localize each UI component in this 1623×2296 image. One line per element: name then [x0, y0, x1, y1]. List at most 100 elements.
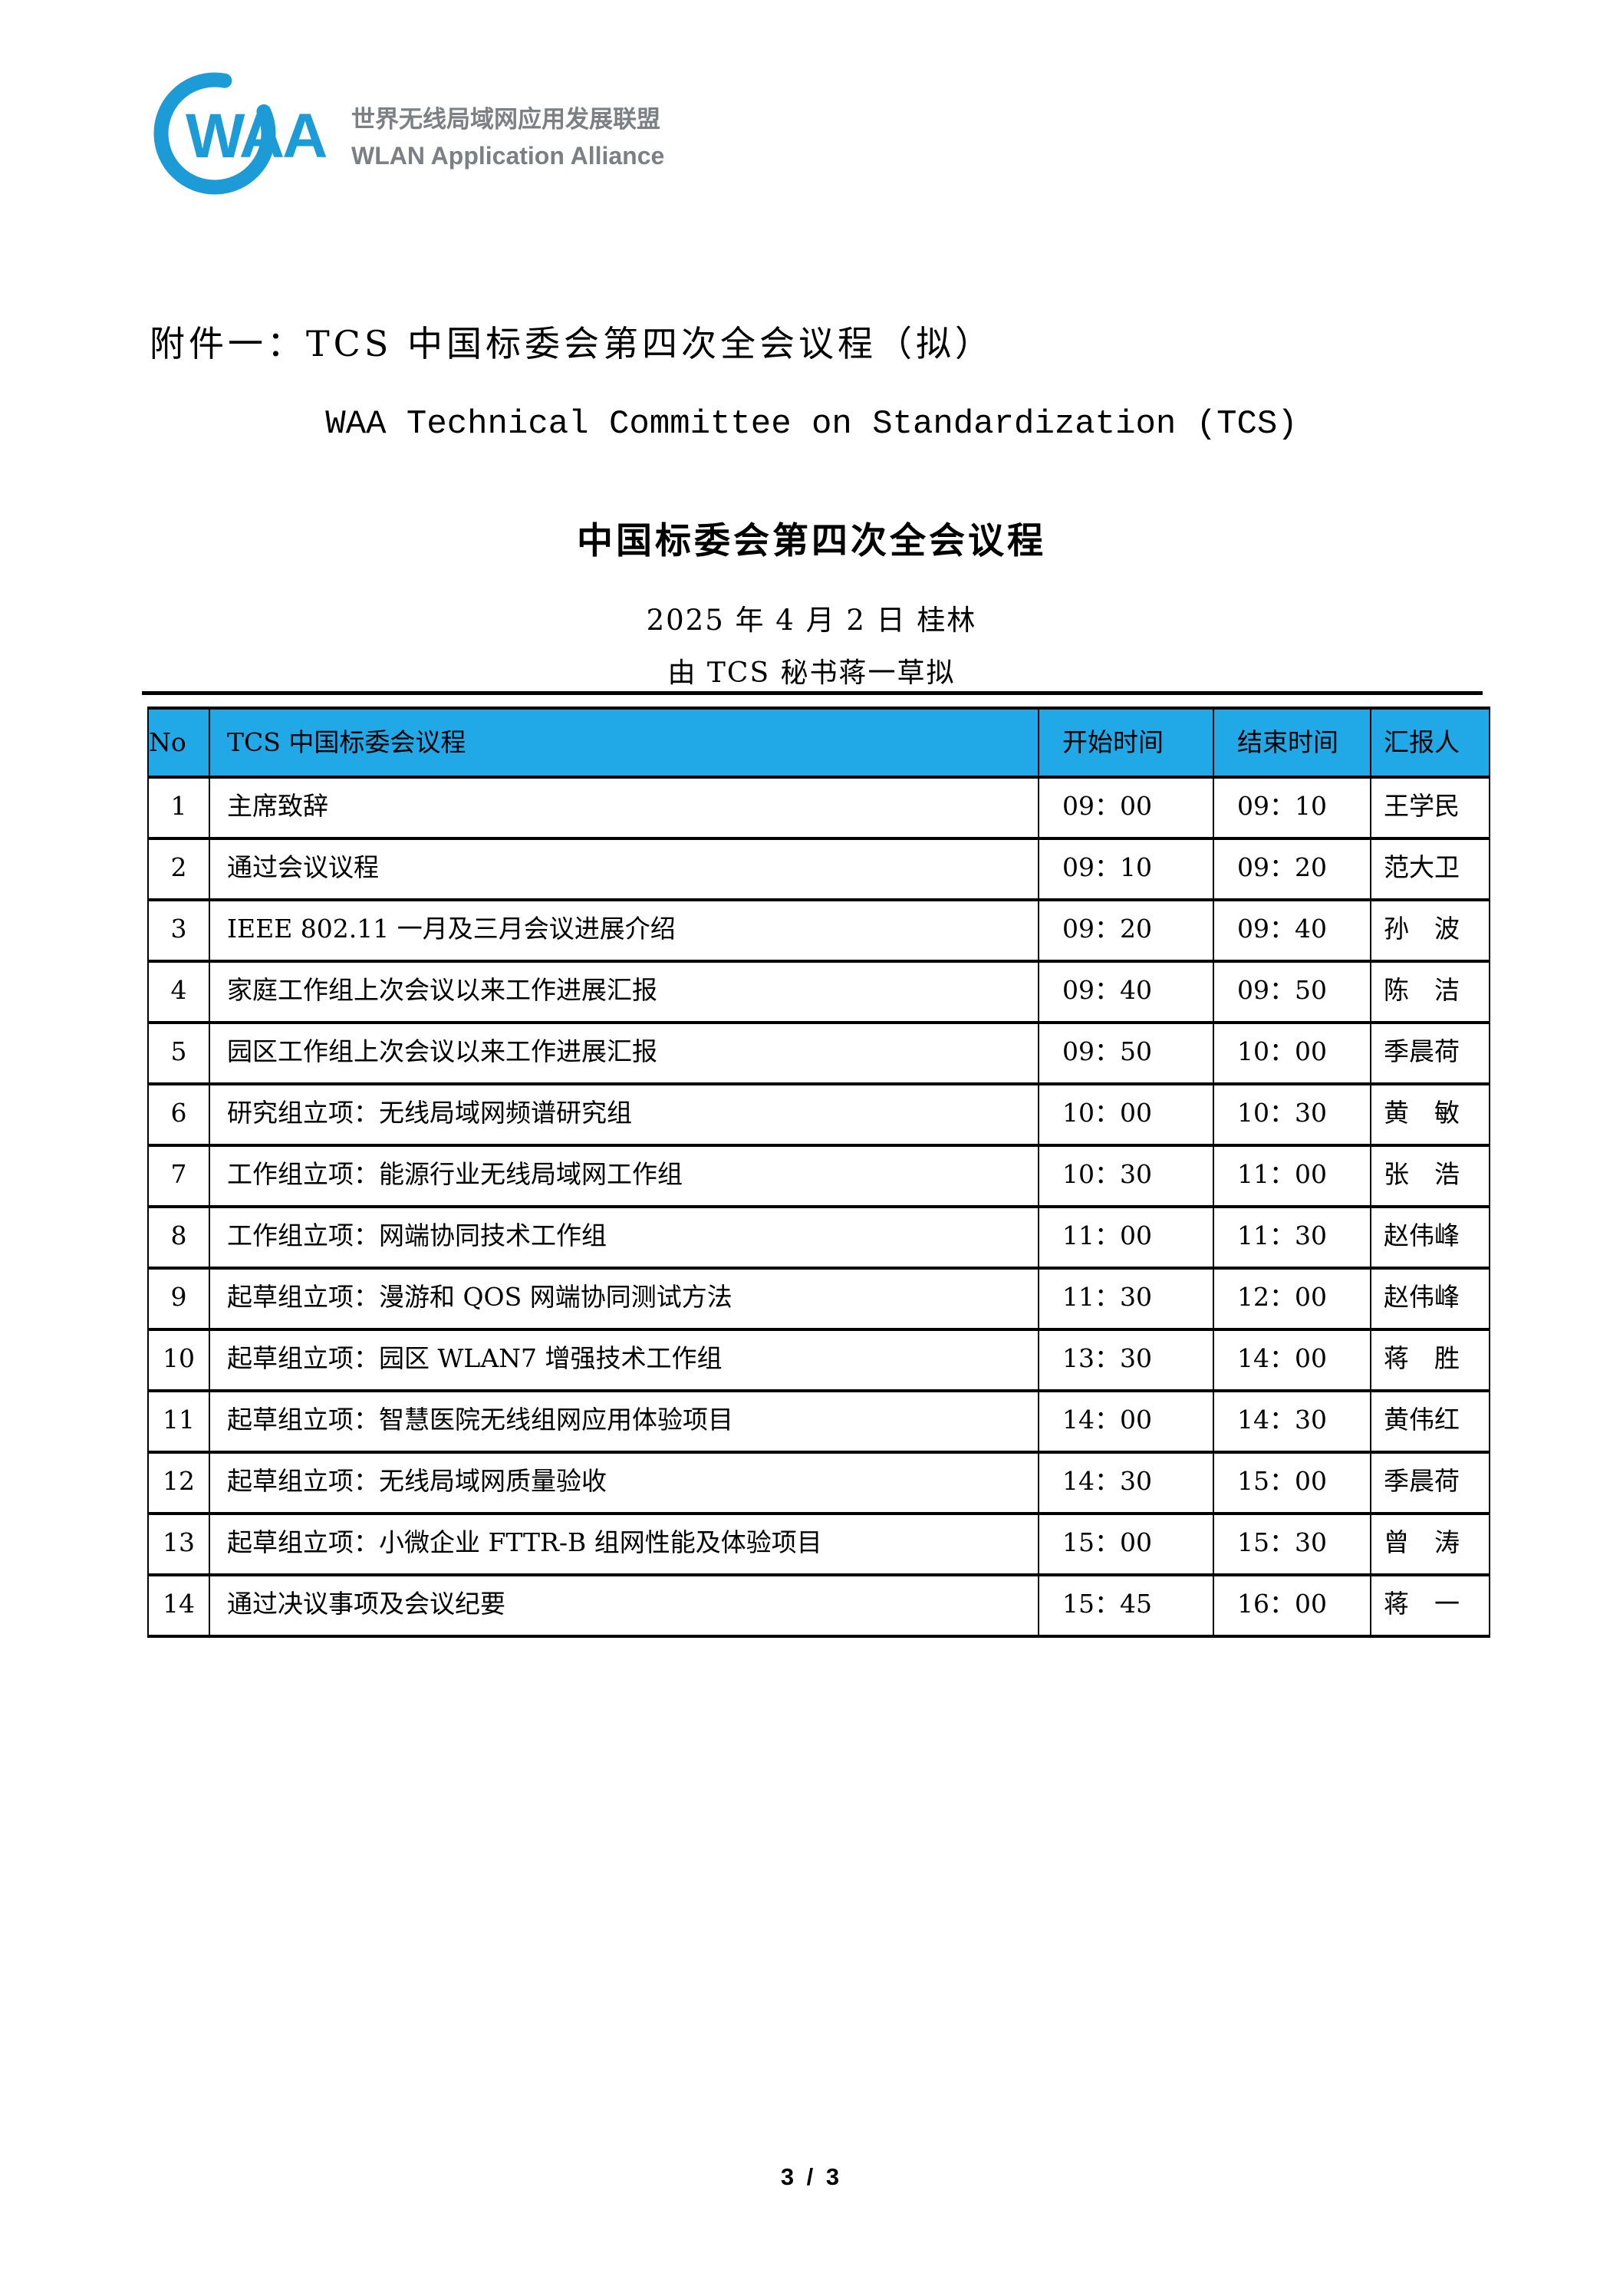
row-reporter: 蒋 胜 — [1370, 1328, 1490, 1392]
row-number: 1 — [147, 776, 210, 840]
drafted-by-line: 由 TCS 秘书蒋一草拟 — [667, 657, 956, 689]
row-agenda: 通过会议议程 — [209, 837, 1039, 901]
row-agenda: IEEE 802.11 一月及三月会议进展介绍 — [209, 898, 1039, 963]
table-row: 4 家庭工作组上次会议以来工作进展汇报 09：40 09：50 陈 洁 — [147, 960, 1490, 1024]
agenda-table: No TCS 中国标委会议程 开始时间 结束时间 汇报人 1 主席致辞 09：0… — [147, 707, 1490, 1638]
row-agenda: 起草组立项：小微企业 FTTR-B 组网性能及体验项目 — [209, 1512, 1039, 1576]
column-header-end: 结束时间 — [1213, 707, 1371, 779]
row-reporter: 赵伟峰 — [1370, 1205, 1490, 1270]
row-start-time: 11：30 — [1038, 1267, 1214, 1331]
row-number: 2 — [147, 837, 210, 901]
row-start-time: 10：30 — [1038, 1144, 1214, 1208]
table-row: 5 园区工作组上次会议以来工作进展汇报 09：50 10：00 季晨荷 — [147, 1021, 1490, 1085]
row-reporter: 季晨荷 — [1370, 1451, 1490, 1515]
row-agenda: 家庭工作组上次会议以来工作进展汇报 — [209, 960, 1039, 1024]
table-row: 9 起草组立项：漫游和 QOS 网端协同测试方法 11：30 12：00 赵伟峰 — [147, 1267, 1490, 1331]
column-header-start: 开始时间 — [1038, 707, 1214, 779]
row-number: 12 — [147, 1451, 210, 1515]
row-start-time: 14：00 — [1038, 1389, 1214, 1454]
row-reporter: 陈 洁 — [1370, 960, 1490, 1024]
row-number: 13 — [147, 1512, 210, 1576]
row-reporter: 蒋 一 — [1370, 1573, 1490, 1638]
row-agenda: 起草组立项：园区 WLAN7 增强技术工作组 — [209, 1328, 1039, 1392]
row-start-time: 14：30 — [1038, 1451, 1214, 1515]
row-reporter: 孙 波 — [1370, 898, 1490, 963]
row-end-time: 16：00 — [1213, 1573, 1371, 1638]
column-header-reporter: 汇报人 — [1370, 707, 1490, 779]
row-end-time: 11：30 — [1213, 1205, 1371, 1270]
row-number: 7 — [147, 1144, 210, 1208]
committee-cn-title: 中国标委会第四次全会议程 — [577, 520, 1046, 562]
row-end-time: 15：00 — [1213, 1451, 1371, 1515]
row-end-time: 09：50 — [1213, 960, 1371, 1024]
row-number: 6 — [147, 1082, 210, 1147]
row-start-time: 09：40 — [1038, 960, 1214, 1024]
column-header-agenda: TCS 中国标委会议程 — [209, 707, 1039, 779]
table-row: 3 IEEE 802.11 一月及三月会议进展介绍 09：20 09：40 孙 … — [147, 898, 1490, 963]
row-start-time: 10：00 — [1038, 1082, 1214, 1147]
row-number: 3 — [147, 898, 210, 963]
row-number: 8 — [147, 1205, 210, 1270]
row-number: 11 — [147, 1389, 210, 1454]
meeting-date-location: 2025 年 4 月 2 日 桂林 — [646, 604, 977, 637]
row-reporter: 黄 敏 — [1370, 1082, 1490, 1147]
row-agenda: 研究组立项：无线局域网频谱研究组 — [209, 1082, 1039, 1147]
logo-acronym: WAA — [186, 101, 327, 171]
header-row: No TCS 中国标委会议程 开始时间 结束时间 汇报人 — [147, 707, 1490, 779]
row-start-time: 09：10 — [1038, 837, 1214, 901]
row-start-time: 09：20 — [1038, 898, 1214, 963]
table-row: 8 工作组立项：网端协同技术工作组 11：00 11：30 赵伟峰 — [147, 1205, 1490, 1270]
row-number: 10 — [147, 1328, 210, 1392]
row-reporter: 季晨荷 — [1370, 1021, 1490, 1085]
committee-en-title: WAA Technical Committee on Standardizati… — [325, 405, 1298, 443]
row-agenda: 起草组立项：无线局域网质量验收 — [209, 1451, 1039, 1515]
row-agenda: 工作组立项：能源行业无线局域网工作组 — [209, 1144, 1039, 1208]
row-number: 4 — [147, 960, 210, 1024]
page-number: 3 / 3 — [780, 2163, 843, 2190]
row-end-time: 09：40 — [1213, 898, 1371, 963]
row-reporter: 曾 涛 — [1370, 1512, 1490, 1576]
horizontal-rule — [142, 691, 1483, 695]
table-row: 14 通过决议事项及会议纪要 15：45 16：00 蒋 一 — [147, 1573, 1490, 1638]
row-reporter: 范大卫 — [1370, 837, 1490, 901]
row-start-time: 09：50 — [1038, 1021, 1214, 1085]
row-agenda: 起草组立项：漫游和 QOS 网端协同测试方法 — [209, 1267, 1039, 1331]
row-end-time: 15：30 — [1213, 1512, 1371, 1576]
row-reporter: 王学民 — [1370, 776, 1490, 840]
row-agenda: 通过决议事项及会议纪要 — [209, 1573, 1039, 1638]
row-start-time: 11：00 — [1038, 1205, 1214, 1270]
table-row: 7 工作组立项：能源行业无线局域网工作组 10：30 11：00 张 浩 — [147, 1144, 1490, 1208]
row-end-time: 12：00 — [1213, 1267, 1371, 1331]
logo-cn-name: 世界无线局域网应用发展联盟 — [351, 106, 660, 133]
row-start-time: 15：45 — [1038, 1573, 1214, 1638]
table-row: 12 起草组立项：无线局域网质量验收 14：30 15：00 季晨荷 — [147, 1451, 1490, 1515]
row-end-time: 14：30 — [1213, 1389, 1371, 1454]
row-reporter: 黄伟红 — [1370, 1389, 1490, 1454]
table-row: 1 主席致辞 09：00 09：10 王学民 — [147, 776, 1490, 840]
agenda-table-body: 1 主席致辞 09：00 09：10 王学民 2 通过会议议程 09：10 09… — [147, 776, 1490, 1638]
table-row: 11 起草组立项：智慧医院无线组网应用体验项目 14：00 14：30 黄伟红 — [147, 1389, 1490, 1454]
row-end-time: 11：00 — [1213, 1144, 1371, 1208]
row-end-time: 10：00 — [1213, 1021, 1371, 1085]
row-agenda: 主席致辞 — [209, 776, 1039, 840]
row-start-time: 09：00 — [1038, 776, 1214, 840]
waa-logo: WAA 世界无线局域网应用发展联盟 WLAN Application Allia… — [153, 72, 664, 195]
row-end-time: 09：10 — [1213, 776, 1371, 840]
row-reporter: 赵伟峰 — [1370, 1267, 1490, 1331]
row-agenda: 起草组立项：智慧医院无线组网应用体验项目 — [209, 1389, 1039, 1454]
logo-en-name: WLAN Application Alliance — [351, 142, 664, 170]
row-agenda: 园区工作组上次会议以来工作进展汇报 — [209, 1021, 1039, 1085]
row-reporter: 张 浩 — [1370, 1144, 1490, 1208]
row-agenda: 工作组立项：网端协同技术工作组 — [209, 1205, 1039, 1270]
row-number: 14 — [147, 1573, 210, 1638]
logo-ring-icon — [153, 72, 276, 195]
row-end-time: 10：30 — [1213, 1082, 1371, 1147]
agenda-table-header: No TCS 中国标委会议程 开始时间 结束时间 汇报人 — [147, 707, 1490, 779]
attachment-title: 附件一：TCS 中国标委会第四次全会议程（拟） — [150, 323, 995, 364]
column-header-no: No — [147, 707, 210, 779]
row-end-time: 09：20 — [1213, 837, 1371, 901]
table-row: 10 起草组立项：园区 WLAN7 增强技术工作组 13：30 14：00 蒋 … — [147, 1328, 1490, 1392]
row-end-time: 14：00 — [1213, 1328, 1371, 1392]
table-row: 2 通过会议议程 09：10 09：20 范大卫 — [147, 837, 1490, 901]
